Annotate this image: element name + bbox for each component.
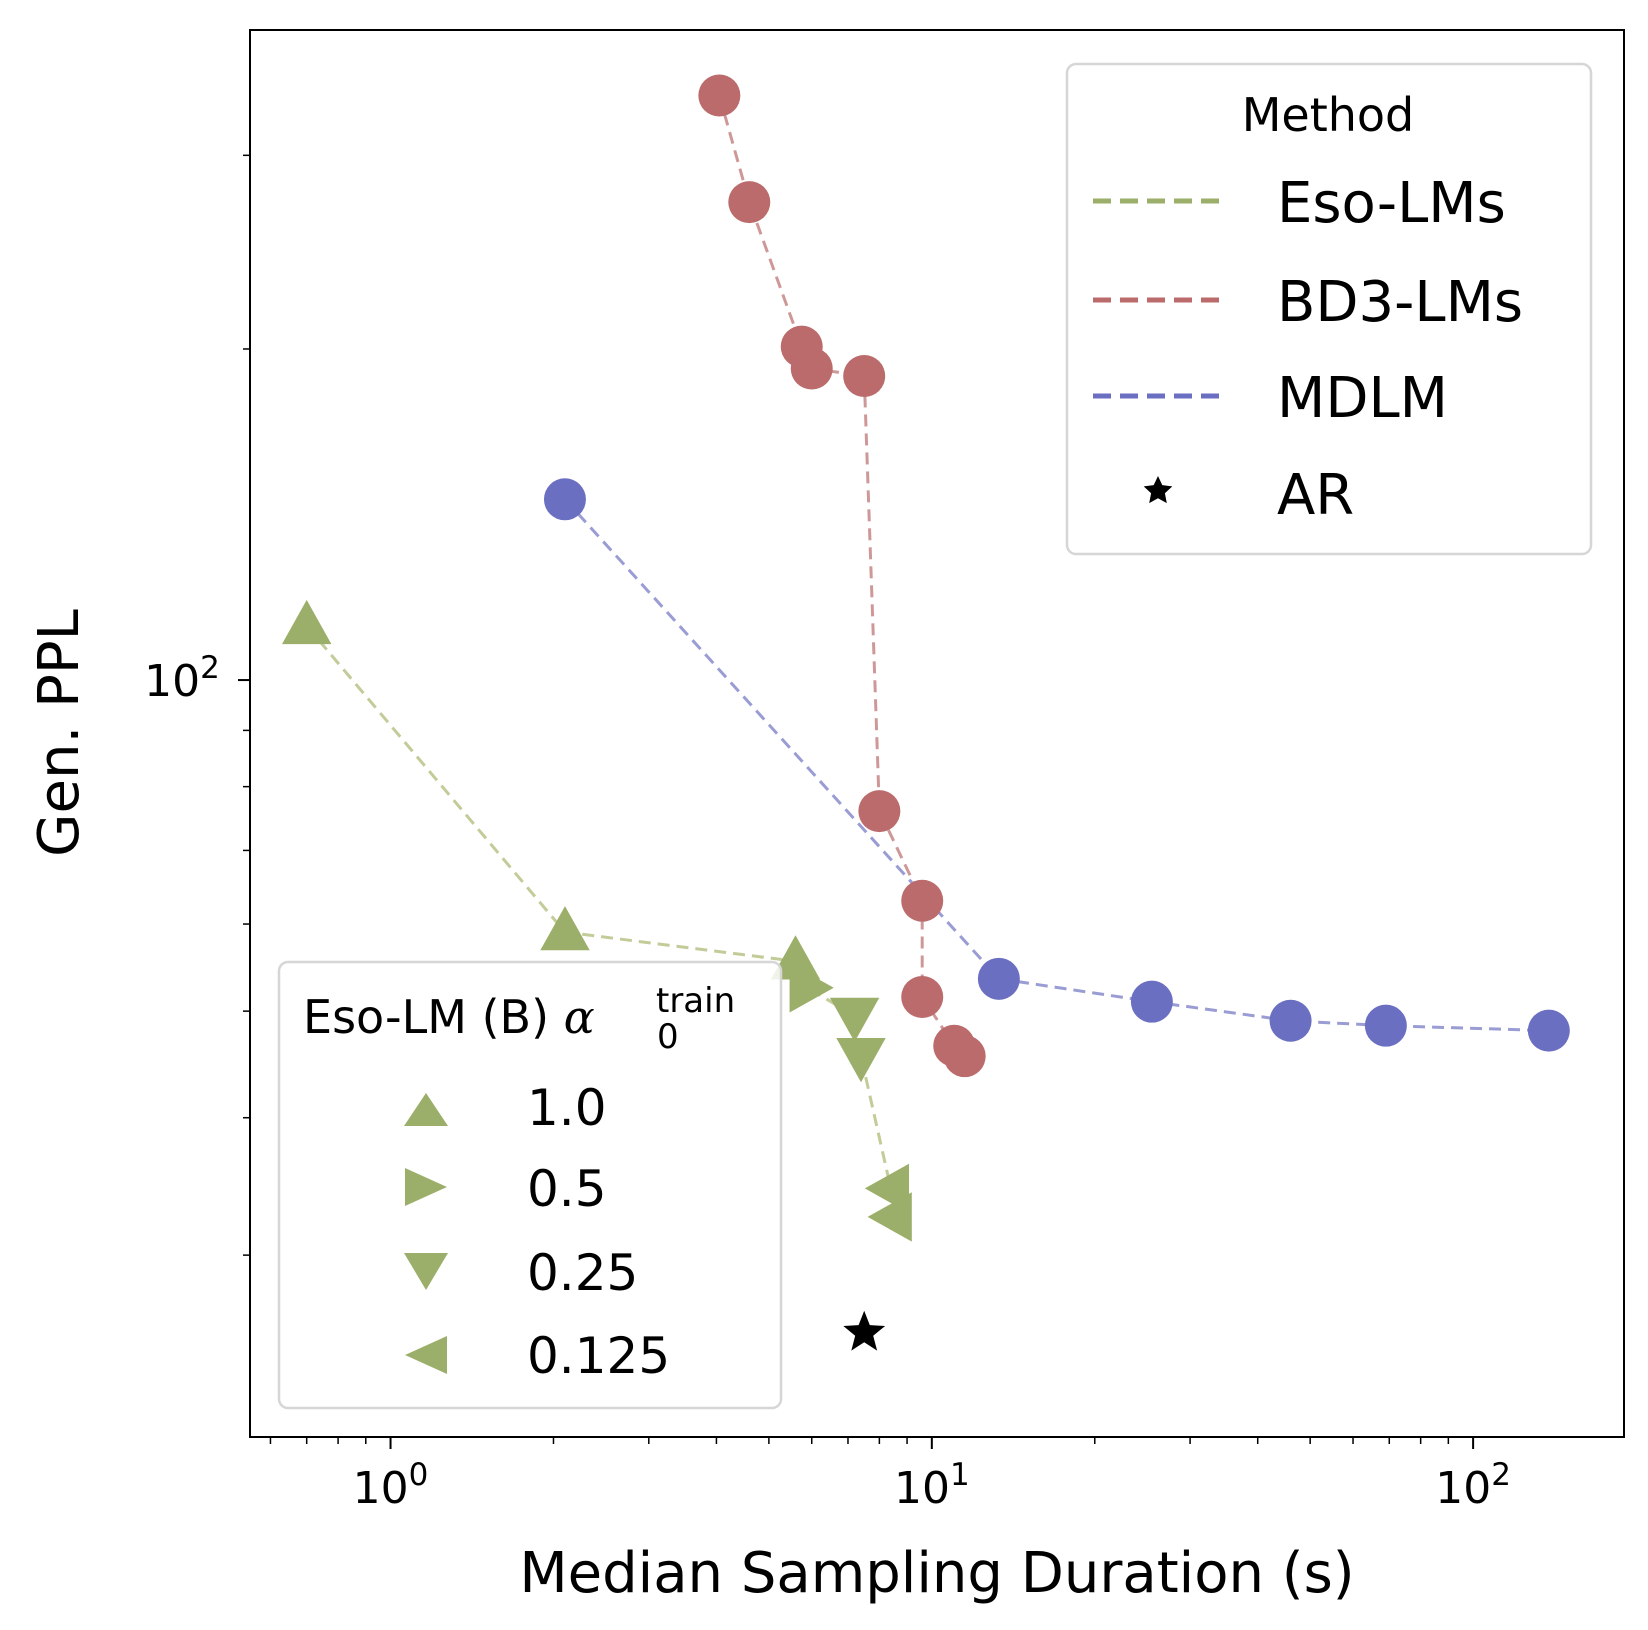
- plot-frame: [249, 29, 1625, 1438]
- ar-point: [843, 1310, 886, 1351]
- bd3-point-9: [943, 1035, 986, 1078]
- mdlm-point-3: [1269, 999, 1312, 1042]
- legend-ar-label: AR: [1277, 463, 1354, 528]
- legend-triangle-left-icon: [405, 1336, 447, 1374]
- mdlm-point-5: [1527, 1009, 1570, 1052]
- mdlm-point-0: [543, 478, 586, 521]
- bd3-point-0: [698, 74, 741, 117]
- legend-alpha-sup: train: [656, 981, 735, 1021]
- y-tick-label-0: 102: [144, 650, 220, 707]
- y-tick-label-base: 10: [144, 656, 200, 707]
- x-tick-label-exponent: 0: [409, 1457, 429, 1493]
- legend-alpha-sub: 0: [657, 1017, 679, 1057]
- bd3-point-3: [790, 347, 833, 390]
- bd3-point-5: [858, 790, 901, 833]
- x-axis-label: Median Sampling Duration (s): [519, 1541, 1354, 1606]
- x-tick-label-base: 10: [353, 1463, 409, 1514]
- bd3-series-line: [717, 95, 966, 1058]
- bd3-point-1: [728, 181, 771, 224]
- legend-alpha-3-label: 0.25: [527, 1244, 638, 1302]
- eso-series-line: [305, 624, 896, 1218]
- x-tick-label-base: 10: [1435, 1463, 1491, 1514]
- legend-triangle-up-icon: [404, 1093, 448, 1126]
- x-tick-label-1: 101: [894, 1457, 970, 1514]
- legend-bd3-label: BD3-LMs: [1277, 270, 1523, 335]
- eso-point-7: [867, 1192, 912, 1242]
- eso-point-3: [789, 963, 834, 1013]
- legend-method: Method Eso-LMs BD3-LMs MDLM AR: [1065, 62, 1593, 556]
- legend-alpha: Eso-LM (B) α train 0 1.0 0.5 0.25 0.125: [277, 960, 783, 1410]
- eso-point-0: [282, 599, 332, 645]
- bd3-point-4: [843, 355, 886, 398]
- x-tick-label-exponent: 2: [1491, 1457, 1511, 1493]
- legend-triangle-down-icon: [404, 1253, 448, 1290]
- bd3-point-6: [901, 879, 944, 922]
- x-tick-label-0: 100: [353, 1457, 429, 1514]
- bd3-point-7: [901, 976, 944, 1019]
- eso-point-4: [829, 997, 880, 1042]
- mdlm-point-1: [977, 957, 1020, 1000]
- legend-eso-label: Eso-LMs: [1277, 171, 1506, 236]
- x-tick-label-exponent: 1: [950, 1457, 970, 1493]
- legend-alpha-1-label: 1.0: [527, 1079, 607, 1137]
- legend-method-box: [1065, 62, 1593, 556]
- y-tick-label-exponent: 2: [200, 650, 220, 686]
- legend-method-title: Method: [1242, 88, 1415, 142]
- x-tick-label-base: 10: [894, 1463, 950, 1514]
- eso-point-2: [770, 935, 821, 980]
- y-axis-label: Gen. PPL: [27, 609, 92, 857]
- legend-alpha-2-label: 0.5: [527, 1160, 607, 1218]
- legend-alpha-4-label: 0.125: [527, 1327, 670, 1385]
- eso-point-5: [836, 1038, 886, 1083]
- legend-ar-star-icon: [1143, 476, 1173, 504]
- legend-triangle-right-icon: [405, 1168, 447, 1206]
- legend-alpha-title: Eso-LM (B) α: [303, 990, 595, 1044]
- legend-alpha-box: [277, 960, 783, 1410]
- series-markers: [282, 74, 1570, 1351]
- legend-mdlm-label: MDLM: [1277, 366, 1448, 431]
- legend-alpha-title-text: Eso-LM (B): [303, 990, 564, 1044]
- mdlm-series-line: [563, 498, 1549, 1033]
- x-tick-label-2: 102: [1435, 1457, 1511, 1514]
- mdlm-point-4: [1364, 1004, 1407, 1047]
- eso-point-1: [540, 906, 590, 951]
- mdlm-point-2: [1130, 980, 1173, 1023]
- legend-alpha-symbol: α: [564, 990, 595, 1044]
